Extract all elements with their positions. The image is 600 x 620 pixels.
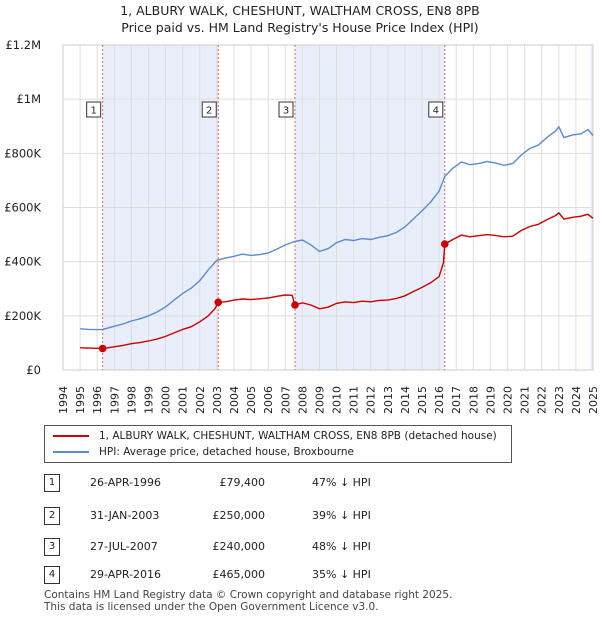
chart-title-address: 1, ALBURY WALK, CHESHUNT, WALTHAM CROSS,… [120,3,480,18]
transaction-point [98,344,107,353]
x-tick-label: 2023 [553,386,566,414]
transaction-point [214,298,223,307]
transaction-date: 26-APR-1996 [90,476,162,489]
footer-copyright: Contains HM Land Registry data © Crown c… [44,589,453,601]
x-tick-label: 2002 [194,386,207,414]
x-tick-label: 2011 [348,386,361,414]
x-tick-label: 1996 [91,386,104,414]
legend-label-property: 1, ALBURY WALK, CHESHUNT, WALTHAM CROSS,… [99,430,497,442]
legend-item-property: 1, ALBURY WALK, CHESHUNT, WALTHAM CROSS,… [53,429,497,443]
footer-licence: This data is licensed under the Open Gov… [44,601,379,613]
x-tick-label: 2025 [587,386,600,414]
x-tick-label: 1995 [74,386,87,414]
transaction-date: 29-APR-2016 [90,568,162,581]
y-tick-label: £200K [4,309,41,323]
transaction-price: £250,000 [212,509,266,522]
legend: 1, ALBURY WALK, CHESHUNT, WALTHAM CROSS,… [44,425,512,463]
transaction-hpi-diff: 35% ↓ HPI [312,568,371,581]
transaction-label-number: 2 [206,106,212,117]
transaction-price: £240,000 [212,540,266,553]
transaction-row: 1 26-APR-1996 £79,400 47% ↓ HPI [44,474,444,492]
plot-area-frame [62,44,594,371]
transaction-number: 2 [44,507,60,525]
x-tick-label: 2020 [502,386,515,414]
legend-swatch-hpi [53,451,89,453]
transaction-hpi-diff: 47% ↓ HPI [312,476,371,489]
x-tick-label: 1997 [108,386,121,414]
y-tick-label: £600K [4,201,41,215]
transaction-hpi-diff: 48% ↓ HPI [312,540,371,553]
legend-item-hpi: HPI: Average price, detached house, Brox… [53,445,354,459]
transaction-row: 3 27-JUL-2007 £240,000 48% ↓ HPI [44,538,444,556]
hpi-series-line [80,125,594,331]
y-tick-label: £800K [4,146,41,160]
transaction-label-number: 3 [283,106,289,117]
x-tick-label: 2013 [382,386,395,414]
chart-subtitle: Price paid vs. HM Land Registry's House … [121,20,479,35]
x-tick-label: 2006 [262,386,275,414]
transaction-price: £79,400 [219,476,266,489]
transaction-row: 2 31-JAN-2003 £250,000 39% ↓ HPI [44,507,444,525]
x-tick-label: 2009 [313,386,326,414]
transaction-number: 1 [44,474,60,492]
transaction-date: 27-JUL-2007 [90,540,158,553]
property-series-line [80,211,594,350]
x-tick-label: 2004 [228,386,241,414]
x-tick-label: 2022 [536,386,549,414]
legend-swatch-property [53,435,89,437]
transaction-label-number: 1 [90,106,96,117]
x-tick-label: 2005 [245,386,258,414]
y-tick-label: £400K [4,255,41,269]
y-tick-label: £0 [26,363,41,377]
transaction-point [440,240,449,248]
x-tick-label: 2024 [570,386,583,414]
transaction-row: 4 29-APR-2016 £465,000 35% ↓ HPI [44,566,444,584]
price-chart: £0 £200K £400K £600K £800K £1M £1.2M 1994 1995 19… [4,38,600,414]
transaction-number: 4 [44,566,60,584]
y-tick-label: £1M [16,92,41,106]
transaction-label-number: 4 [433,106,439,117]
x-tick-label: 2007 [279,386,292,414]
transaction-label-box [428,101,444,118]
x-tick-label: 1994 [57,386,70,414]
x-tick-label: 2017 [450,386,463,414]
x-tick-label: 1999 [142,386,155,414]
x-tick-label: 2015 [416,386,429,414]
transaction-hpi-diff: 39% ↓ HPI [312,509,371,522]
legend-label-hpi: HPI: Average price, detached house, Brox… [99,446,354,458]
y-tick-label: £1.2M [5,38,41,52]
transaction-label-box [278,101,294,118]
x-tick-label: 2016 [433,386,446,414]
x-tick-label: 2012 [365,386,378,414]
transaction-label-box [201,101,217,118]
x-tick-label: 2003 [211,386,224,414]
x-tick-label: 2008 [296,386,309,414]
x-tick-label: 2000 [160,386,173,414]
transaction-point [291,301,299,309]
x-tick-label: 2010 [331,386,344,414]
x-tick-label: 2001 [177,386,190,414]
transaction-price: £465,000 [212,568,266,581]
x-tick-label: 2021 [519,386,532,414]
x-tick-label: 2014 [399,386,412,414]
transaction-number: 3 [44,538,60,556]
x-tick-label: 1998 [125,386,138,414]
transaction-label-box [86,101,102,118]
transaction-date: 31-JAN-2003 [90,509,160,522]
x-tick-label: 2019 [484,386,497,414]
x-tick-label: 2018 [467,386,480,414]
